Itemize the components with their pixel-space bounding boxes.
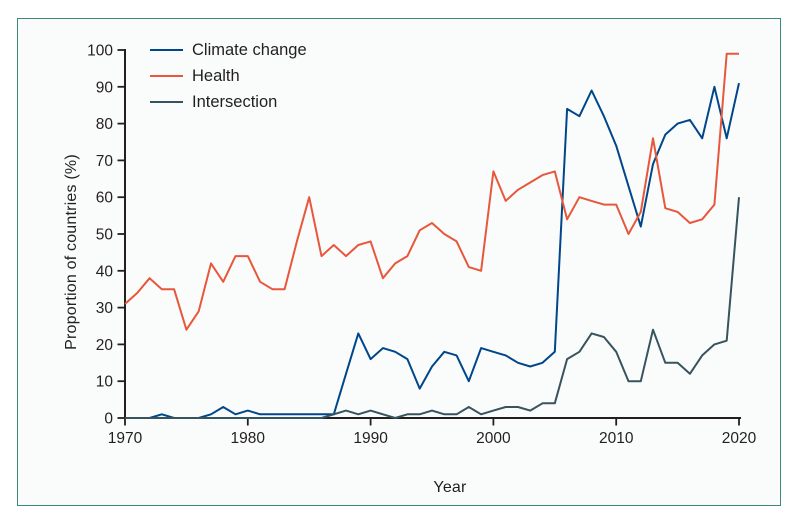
y-tick-label: 20	[96, 337, 114, 354]
climate-change-line-swatch	[150, 49, 183, 51]
series-line-climate-change	[125, 82, 740, 419]
y-tick-label: 80	[96, 116, 114, 133]
y-tick-label: 50	[96, 227, 114, 244]
series-line-health	[124, 52, 739, 331]
legend-item-intersection: Intersection	[150, 89, 307, 115]
intersection-line-swatch	[150, 101, 183, 103]
x-tick-label: 1980	[231, 430, 266, 447]
x-tick-label: 2020	[722, 430, 757, 447]
y-tick-label: 90	[96, 79, 114, 96]
x-tick-label: 1990	[353, 430, 388, 447]
y-tick-label: 70	[96, 153, 114, 170]
y-tick-label: 60	[96, 190, 114, 207]
x-axis-title: Year	[433, 479, 467, 496]
series-line-intersection	[125, 197, 740, 419]
chart-legend: Climate change Health Intersection	[150, 37, 307, 115]
legend-item-health: Health	[150, 63, 307, 89]
y-tick-label: 0	[104, 411, 113, 428]
x-tick-label: 2000	[476, 430, 511, 447]
y-tick-label: 30	[96, 300, 114, 317]
y-tick-label: 10	[96, 374, 114, 391]
y-tick-label: 40	[96, 263, 114, 280]
x-tick-label: 2010	[599, 430, 634, 447]
legend-label: Intersection	[192, 92, 278, 111]
legend-label: Climate change	[192, 40, 307, 59]
health-line-swatch	[150, 75, 183, 77]
y-tick-label: 100	[87, 43, 113, 60]
legend-item-climate-change: Climate change	[150, 37, 307, 63]
legend-label: Health	[192, 66, 240, 85]
x-tick-label: 1970	[108, 430, 143, 447]
